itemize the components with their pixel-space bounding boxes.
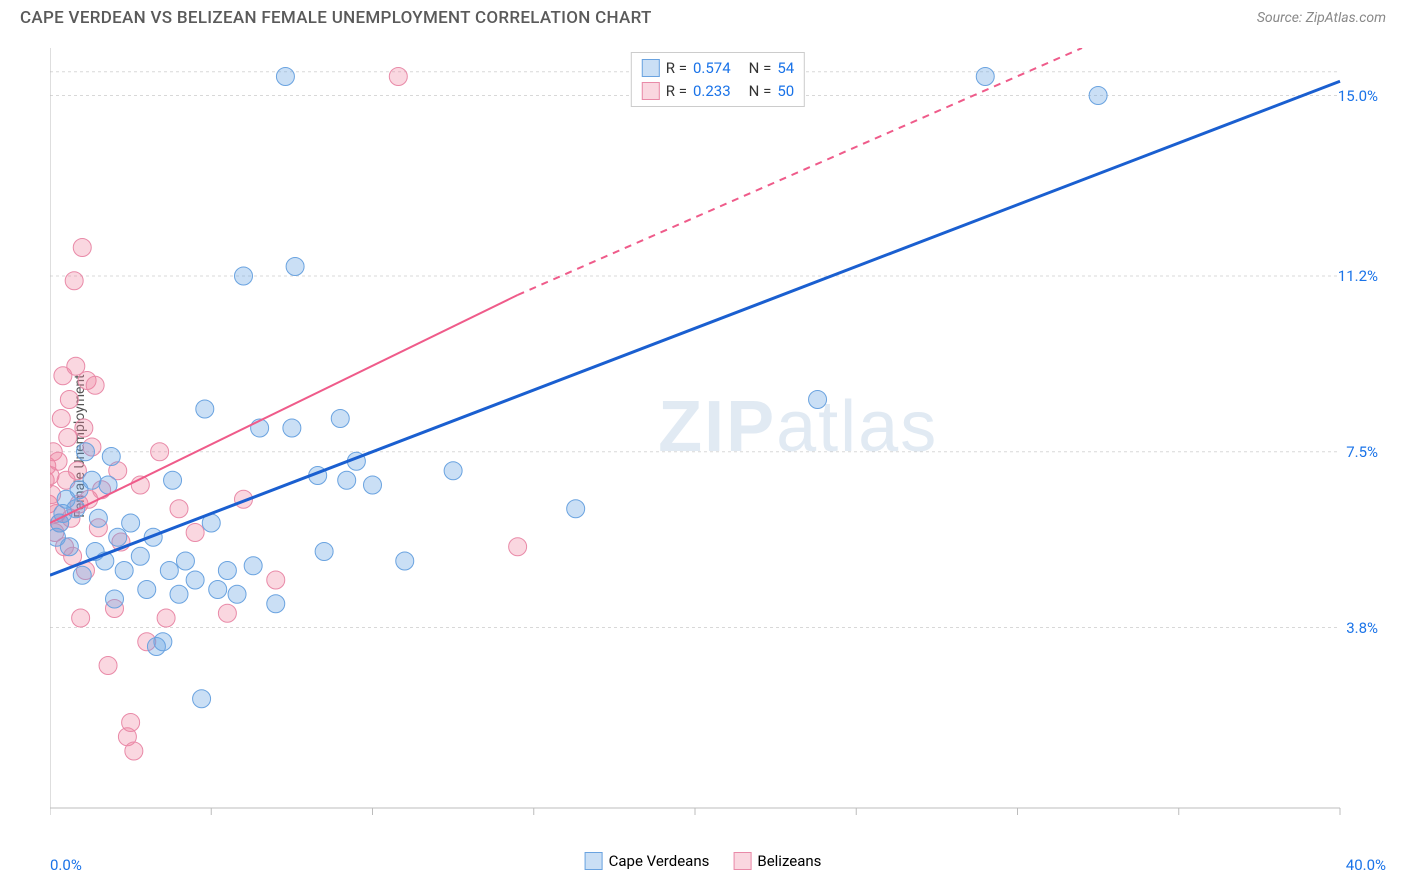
x-axis-max-label: 40.0% xyxy=(1346,856,1386,874)
y-tick-label: 15.0% xyxy=(1338,87,1378,105)
legend-swatch-a xyxy=(642,59,660,77)
chart-plot-area: R = 0.574 N = 54 R = 0.233 N = 50 ZIPatl… xyxy=(50,48,1386,837)
legend-n-value-a: 54 xyxy=(777,57,794,80)
legend-item-a: Cape Verdeans xyxy=(585,852,710,870)
legend-r-value-a: 0.574 xyxy=(693,57,731,80)
legend-r-label-a: R = xyxy=(666,57,687,80)
legend-n-value-b: 50 xyxy=(777,80,794,103)
chart-header: CAPE VERDEAN VS BELIZEAN FEMALE UNEMPLOY… xyxy=(0,0,1406,32)
legend-swatch-b-bottom xyxy=(733,852,751,870)
chart-title: CAPE VERDEAN VS BELIZEAN FEMALE UNEMPLOY… xyxy=(20,8,652,28)
legend-n-label-b: N = xyxy=(749,80,772,103)
legend-swatch-a-bottom xyxy=(585,852,603,870)
legend-label-a: Cape Verdeans xyxy=(609,852,710,870)
legend-label-b: Belizeans xyxy=(757,852,821,870)
x-axis-min-label: 0.0% xyxy=(50,856,82,874)
legend-row-a: R = 0.574 N = 54 xyxy=(642,57,794,80)
y-tick-label: 7.5% xyxy=(1346,443,1378,461)
legend-r-label-b: R = xyxy=(666,80,687,103)
legend-n-label-a: N = xyxy=(749,57,772,80)
legend-item-b: Belizeans xyxy=(733,852,821,870)
y-tick-label: 3.8% xyxy=(1346,619,1378,637)
legend-row-b: R = 0.233 N = 50 xyxy=(642,80,794,103)
series-legend: Cape Verdeans Belizeans xyxy=(585,852,822,870)
correlation-legend: R = 0.574 N = 54 R = 0.233 N = 50 xyxy=(631,52,805,107)
chart-source: Source: ZipAtlas.com xyxy=(1257,10,1386,26)
legend-swatch-b xyxy=(642,82,660,100)
legend-r-value-b: 0.233 xyxy=(693,80,731,103)
y-tick-label: 11.2% xyxy=(1338,267,1378,285)
scatter-chart xyxy=(50,48,1386,837)
